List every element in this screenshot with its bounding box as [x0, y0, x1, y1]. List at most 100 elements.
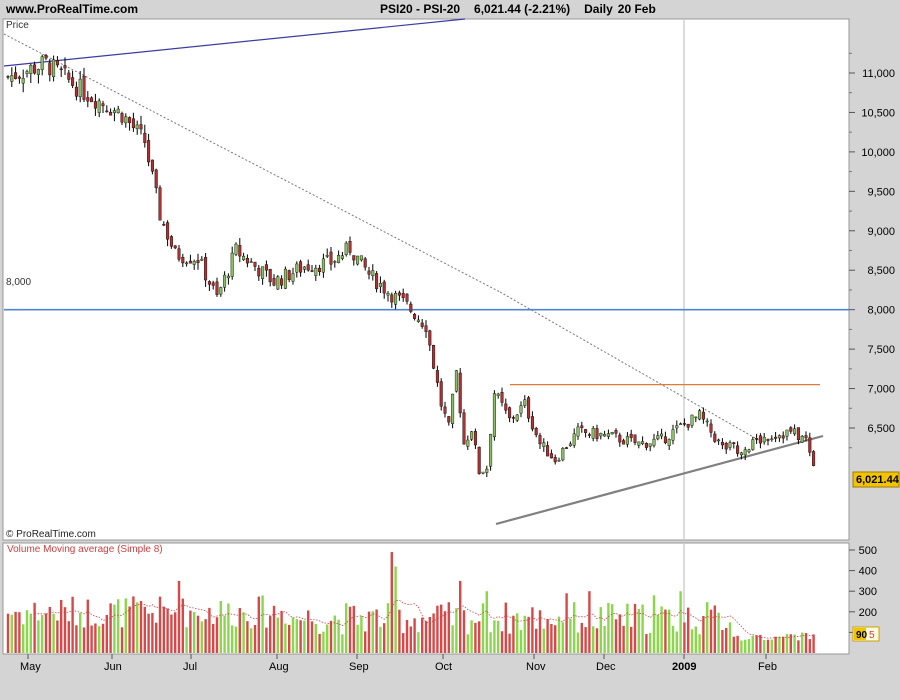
volume-bar [485, 591, 488, 653]
candle-body [766, 438, 770, 441]
candle-body [796, 427, 800, 441]
candle-body [359, 255, 363, 261]
candle-body [724, 443, 728, 450]
candle-body [804, 435, 808, 439]
volume-bar [212, 623, 215, 653]
candle-body [713, 433, 717, 442]
candle-body [606, 433, 610, 437]
candle-body [82, 75, 86, 100]
downtrend-dashed-line [3, 33, 501, 293]
candle-body [489, 434, 493, 467]
volume-bar [280, 610, 283, 653]
volume-bar [432, 613, 435, 653]
volume-bar [22, 624, 25, 653]
candle-body [150, 159, 154, 172]
site-name[interactable]: www.ProRealTime.com [6, 2, 139, 16]
volume-bar [782, 636, 785, 653]
y-tick-label: 7,500 [867, 344, 895, 356]
volume-bar [71, 596, 74, 653]
volume-bar [44, 613, 48, 653]
x-tick-label: Jul [183, 661, 197, 673]
volume-bar [261, 595, 264, 653]
candle-body [508, 407, 512, 419]
candle-body [283, 268, 287, 289]
volume-bar [797, 640, 800, 653]
candle-body [238, 245, 242, 257]
volume-bar [79, 612, 82, 653]
candle-body [743, 449, 747, 456]
volume-moving-average-line [34, 599, 814, 639]
volume-bar [63, 607, 67, 653]
y-tick-label: 9,500 [867, 186, 895, 198]
volume-bar [440, 604, 443, 653]
volume-bar [626, 603, 629, 653]
volume-bar [383, 623, 386, 653]
volume-bar [736, 635, 739, 653]
candle-body [261, 266, 265, 279]
candle-body [71, 77, 75, 86]
candle-body [253, 261, 257, 267]
volume-bar [747, 639, 751, 653]
candle-body [500, 392, 504, 403]
volume-bar [550, 623, 553, 653]
volume-bar [204, 619, 207, 653]
volume-bar [481, 603, 485, 653]
volume-bar [489, 632, 492, 653]
candle-body [306, 264, 310, 271]
candle-body [625, 436, 629, 445]
x-tick-label: Jun [104, 661, 122, 673]
volume-bar [371, 611, 374, 653]
volume-bar [231, 625, 234, 653]
volume-bar [147, 613, 150, 653]
volume-bar [793, 634, 796, 653]
volume-bar [326, 624, 329, 653]
volume-bar [101, 623, 105, 653]
volume-bar [462, 610, 466, 653]
volume-bar [269, 616, 272, 653]
volume-bar [588, 591, 591, 653]
instrument-name: PSI20 - PSI-20 [380, 2, 461, 16]
volume-bar [478, 621, 481, 653]
candle-body [774, 436, 778, 439]
candle-body [701, 411, 705, 420]
candle-body [234, 243, 238, 255]
candle-body [565, 447, 569, 449]
volume-bar [584, 627, 587, 653]
support-line [495, 434, 824, 526]
candle-body [386, 293, 390, 296]
candle-body [363, 258, 367, 268]
candle-body [120, 113, 124, 123]
volume-bar [531, 607, 534, 653]
candle-body [629, 433, 633, 438]
candle-body [435, 370, 439, 383]
price-panel-label: Price [6, 20, 29, 31]
volume-bar [766, 639, 770, 653]
volume-bar [725, 627, 728, 653]
volume-bar [618, 614, 621, 653]
candle-body [694, 416, 698, 419]
volume-bar [158, 596, 162, 653]
candle-body [6, 76, 10, 78]
candle-body [93, 101, 97, 109]
candle-body [192, 261, 196, 265]
candle-body [557, 460, 561, 462]
candle-body [139, 124, 143, 130]
volume-bar [603, 625, 606, 653]
volume-bar [10, 614, 13, 653]
candle-body [485, 468, 489, 473]
candle-body [325, 255, 329, 257]
candle-body [690, 414, 694, 426]
x-tick-label: Dec [596, 661, 616, 673]
volume-bar [394, 566, 397, 653]
candle-body [257, 267, 261, 277]
candle-body [728, 442, 732, 448]
candle-body [242, 255, 246, 260]
candle-body [405, 293, 409, 302]
candle-body [519, 405, 523, 414]
volume-bar [124, 598, 127, 653]
volume-bar [113, 604, 116, 653]
y-tick-label: 7,000 [867, 384, 895, 396]
volume-bar [546, 618, 549, 653]
upper-trend-line [3, 18, 466, 67]
candle-body [223, 274, 227, 288]
